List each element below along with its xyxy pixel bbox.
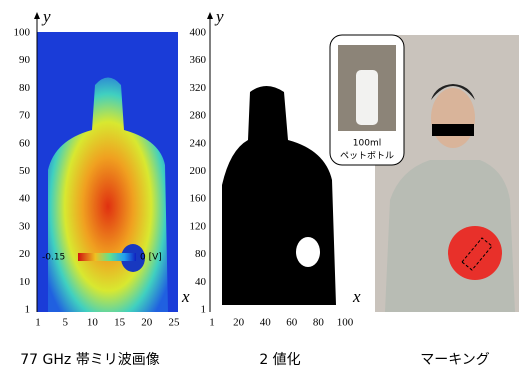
photo-marker xyxy=(448,226,502,280)
y-tick-label: 200 xyxy=(190,165,207,177)
y-tick-label: 40 xyxy=(19,193,31,205)
caption: 77 GHz 帯ミリ波画像 xyxy=(20,352,159,368)
callout-line: ペットボトル xyxy=(340,151,394,162)
y-tick-label: 100 xyxy=(14,27,31,39)
colorbar-max: 0 [V] xyxy=(140,253,162,263)
y-tick-label: 20 xyxy=(19,248,31,260)
y-tick-label: 40 xyxy=(195,276,207,288)
y-axis-label: y xyxy=(41,7,51,26)
x-axis-label: x xyxy=(181,287,190,306)
caption: 2 値化 xyxy=(259,352,300,368)
y-tick-label: 60 xyxy=(19,137,31,149)
x-tick-label: 1 xyxy=(209,317,215,329)
binary-body xyxy=(222,86,336,305)
y-tick-label: 120 xyxy=(190,220,207,232)
y-tick-label: 50 xyxy=(19,165,31,177)
x-axis-label: x xyxy=(352,287,361,306)
y-tick-label: 1 xyxy=(25,304,31,316)
y-tick-label: 160 xyxy=(190,193,207,205)
colorbar xyxy=(78,253,136,261)
arrow-head xyxy=(207,12,213,19)
callout-bottle xyxy=(356,70,378,125)
y-tick-label: 280 xyxy=(190,110,207,122)
y-tick-label: 80 xyxy=(19,82,31,94)
page: {"panels": [ {"caption": "77 GHz 帯ミリ波画像"… xyxy=(0,0,519,372)
colorbar-min: -0.15 xyxy=(42,253,65,263)
y-tick-label: 1 xyxy=(201,304,207,316)
x-tick-label: 25 xyxy=(169,317,181,329)
x-tick-label: 40 xyxy=(260,317,272,329)
y-tick-label: 30 xyxy=(19,220,31,232)
caption: マーキング xyxy=(420,352,490,368)
y-axis-label: y xyxy=(214,7,224,26)
x-tick-label: 60 xyxy=(286,317,298,329)
x-tick-label: 20 xyxy=(233,317,245,329)
y-tick-label: 90 xyxy=(19,54,31,66)
x-tick-label: 100 xyxy=(337,317,354,329)
y-tick-label: 400 xyxy=(190,27,207,39)
y-tick-label: 80 xyxy=(195,248,207,260)
x-tick-label: 15 xyxy=(114,317,126,329)
x-tick-label: 80 xyxy=(313,317,325,329)
x-tick-label: 10 xyxy=(87,317,99,329)
y-tick-label: 360 xyxy=(190,54,207,66)
binary-object xyxy=(296,237,320,267)
y-tick-label: 10 xyxy=(19,276,31,288)
y-tick-label: 240 xyxy=(190,137,207,149)
callout-line: 100ml xyxy=(353,139,381,149)
x-tick-label: 1 xyxy=(35,317,41,329)
photo-mask xyxy=(432,124,474,136)
y-tick-label: 320 xyxy=(190,82,207,94)
x-tick-label: 20 xyxy=(141,317,153,329)
x-tick-label: 5 xyxy=(62,317,68,329)
photo-face xyxy=(431,88,475,148)
figure: -0.15 0 [V] 100ml ペットボトル 77 GHz 帯ミリ波画像 2… xyxy=(0,0,519,372)
y-tick-label: 70 xyxy=(19,110,31,122)
arrow-head xyxy=(34,12,40,19)
